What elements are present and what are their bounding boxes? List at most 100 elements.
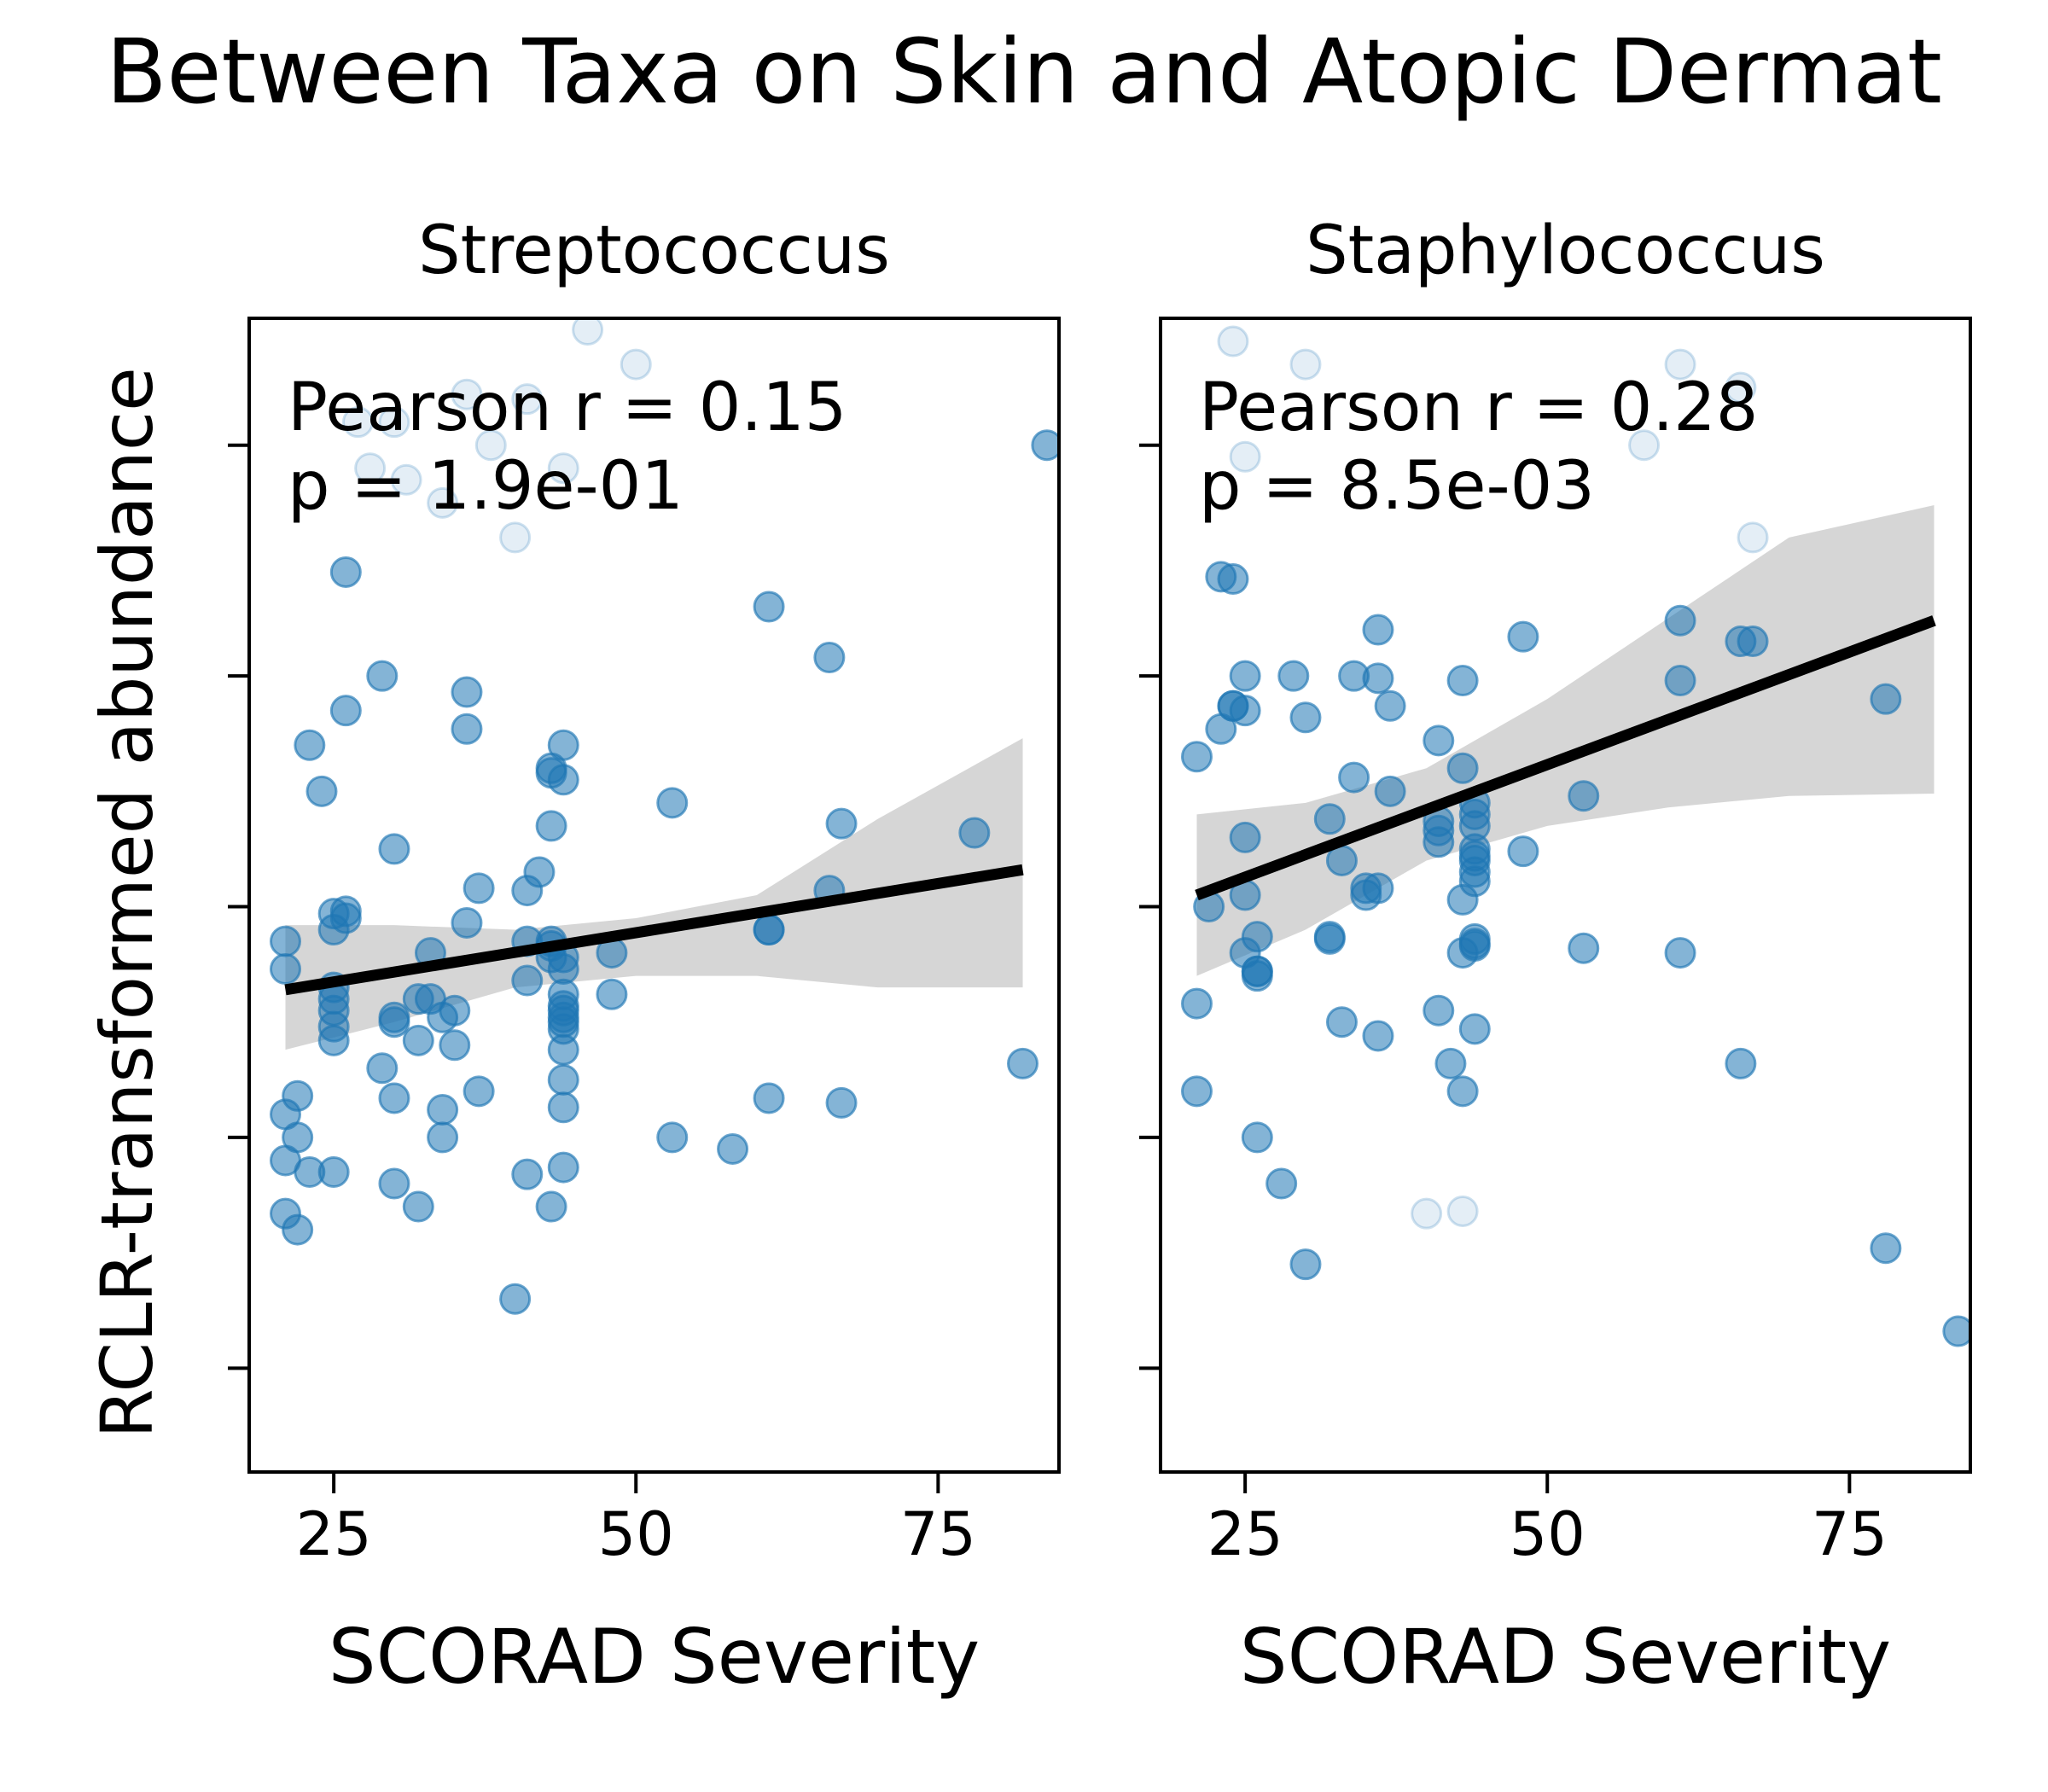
data-point bbox=[378, 1082, 410, 1114]
x-tick-label: 75 bbox=[900, 1499, 976, 1569]
data-point bbox=[656, 787, 689, 819]
data-point bbox=[1664, 665, 1696, 697]
data-point bbox=[547, 452, 579, 485]
data-point bbox=[620, 348, 652, 381]
data-point bbox=[547, 994, 579, 1027]
data-point bbox=[813, 641, 846, 673]
panel-title: Streptococcus bbox=[418, 212, 890, 289]
x-tick-label: 50 bbox=[598, 1499, 674, 1569]
data-point bbox=[329, 695, 362, 727]
data-point bbox=[547, 764, 579, 796]
data-point bbox=[1434, 1047, 1467, 1079]
data-point bbox=[958, 817, 991, 849]
data-point bbox=[1446, 665, 1479, 697]
data-point bbox=[1313, 803, 1346, 835]
data-point bbox=[1229, 695, 1261, 727]
data-point bbox=[1217, 325, 1249, 358]
data-point bbox=[499, 521, 532, 554]
data-point bbox=[354, 452, 387, 485]
data-point bbox=[1664, 604, 1696, 637]
data-point bbox=[753, 914, 785, 946]
data-point bbox=[511, 964, 544, 997]
data-point bbox=[1411, 1197, 1443, 1230]
data-point bbox=[1737, 625, 1769, 658]
panel-streptococcus: 25 50 75 Streptococcus SCORAD Severity Pearso… bbox=[228, 212, 1061, 1701]
data-point bbox=[1362, 614, 1394, 646]
stats-annotation: Pearson r = 0.15 bbox=[288, 369, 847, 446]
data-point bbox=[329, 556, 362, 588]
data-point bbox=[1725, 371, 1757, 404]
data-point bbox=[1458, 840, 1491, 872]
plot-area bbox=[269, 318, 1059, 1315]
data-point bbox=[1289, 348, 1322, 381]
data-point bbox=[439, 1029, 471, 1062]
data-point bbox=[547, 1151, 579, 1184]
data-point bbox=[547, 1033, 579, 1066]
data-point bbox=[1423, 994, 1455, 1027]
panel-staphylococcus: 25 50 75 Staphylococcus SCORAD Severity Pears… bbox=[1139, 212, 1972, 1701]
regression-line bbox=[284, 864, 1024, 996]
data-point bbox=[1507, 620, 1539, 653]
data-point bbox=[439, 994, 471, 1027]
stats-annotation: Pearson r = 0.28 bbox=[1199, 369, 1758, 446]
data-point bbox=[1942, 1315, 1970, 1347]
data-point bbox=[463, 872, 495, 905]
data-point bbox=[753, 1082, 785, 1114]
data-point bbox=[535, 810, 567, 842]
data-point bbox=[1325, 1006, 1358, 1039]
y-axis-label: RCLR-transformed abundance bbox=[85, 367, 169, 1439]
data-point bbox=[1664, 937, 1696, 969]
data-point bbox=[717, 1132, 749, 1165]
data-point bbox=[282, 1079, 314, 1112]
data-point bbox=[523, 856, 556, 888]
data-point bbox=[1229, 660, 1261, 692]
data-point bbox=[1277, 660, 1310, 692]
data-point bbox=[511, 1158, 544, 1190]
data-point bbox=[451, 713, 483, 745]
data-point bbox=[378, 1001, 410, 1033]
stats-annotation: p = 1.9e-01 bbox=[288, 448, 684, 525]
data-point bbox=[378, 406, 410, 439]
data-point bbox=[1423, 724, 1455, 757]
confidence-band bbox=[1196, 505, 1935, 976]
data-point bbox=[269, 953, 301, 986]
data-point bbox=[282, 1121, 314, 1154]
data-point bbox=[1007, 1047, 1039, 1079]
data-point bbox=[825, 807, 858, 840]
data-point bbox=[269, 925, 301, 957]
data-point bbox=[427, 1093, 459, 1126]
data-point bbox=[1180, 741, 1213, 773]
data-point bbox=[1568, 932, 1600, 964]
data-point bbox=[366, 660, 399, 692]
data-point bbox=[1725, 1047, 1757, 1079]
data-point bbox=[451, 378, 483, 410]
data-point bbox=[1870, 1232, 1902, 1265]
x-axis-label: SCORAD Severity bbox=[1240, 1613, 1892, 1701]
data-point bbox=[294, 729, 326, 761]
data-point bbox=[1265, 1167, 1298, 1200]
regression-line bbox=[1195, 615, 1936, 901]
data-point bbox=[1374, 689, 1406, 722]
data-point bbox=[402, 1024, 434, 1056]
data-point bbox=[499, 1283, 532, 1315]
data-point bbox=[1458, 798, 1491, 830]
x-tick-label: 75 bbox=[1812, 1499, 1888, 1569]
data-point bbox=[378, 833, 410, 865]
data-point bbox=[1628, 429, 1661, 462]
data-point bbox=[1289, 701, 1322, 734]
data-point bbox=[1568, 780, 1600, 812]
data-point bbox=[366, 1052, 399, 1085]
data-point bbox=[427, 486, 459, 519]
plot-area bbox=[1180, 325, 1970, 1347]
data-point bbox=[1870, 683, 1902, 715]
data-point bbox=[1289, 1248, 1322, 1281]
data-point bbox=[596, 978, 628, 1010]
data-point bbox=[656, 1121, 689, 1154]
data-point bbox=[341, 406, 374, 439]
data-point bbox=[1446, 1195, 1479, 1227]
stats-annotation: p = 8.5e-03 bbox=[1199, 448, 1595, 525]
data-point bbox=[1241, 955, 1273, 987]
data-point bbox=[1458, 929, 1491, 962]
data-point bbox=[474, 429, 507, 462]
